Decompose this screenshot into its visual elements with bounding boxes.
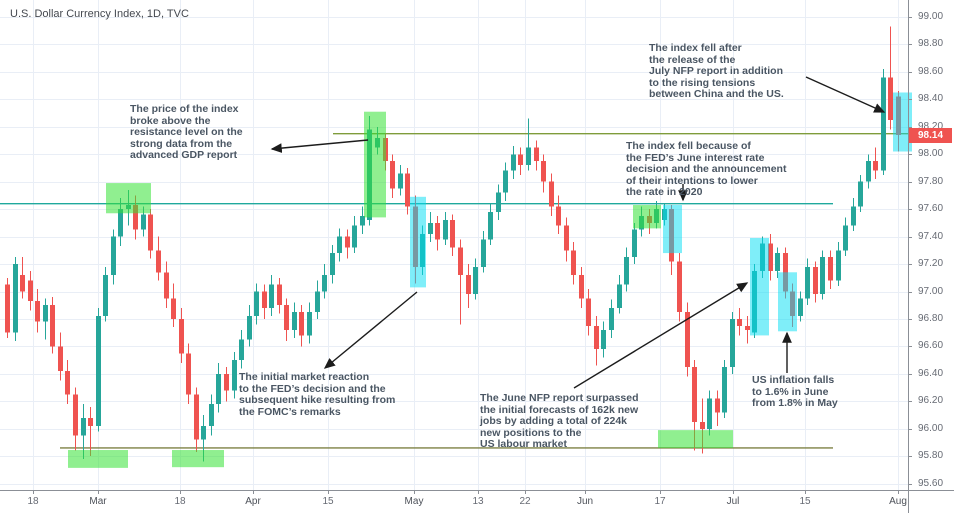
price-tick-label: 97.00 [918, 285, 944, 297]
price-tick-label: 95.80 [918, 450, 944, 462]
price-tick-label: 97.60 [918, 203, 944, 215]
highlight-box-cyan [410, 196, 426, 288]
highlight-box-cyan [750, 237, 769, 336]
price-tick-label: 97.20 [918, 258, 944, 270]
time-tick-label: 18 [27, 496, 39, 507]
time-tick-label: Apr [245, 496, 261, 507]
price-tick-label: 96.80 [918, 312, 944, 324]
time-tick-label: 15 [799, 496, 811, 507]
annotation-arrow [805, 76, 886, 113]
annotation-arrow [270, 139, 369, 153]
highlight-box-green [658, 430, 733, 448]
price-tick-label: 97.40 [918, 230, 944, 242]
price-tick-label: 96.20 [918, 395, 944, 407]
highlight-box-cyan [778, 272, 797, 332]
highlight-box-green [172, 450, 224, 468]
annotation-arrow [573, 282, 749, 389]
time-tick-label: 17 [654, 496, 666, 507]
highlight-box-green [68, 450, 128, 468]
highlight-box-cyan [663, 205, 682, 254]
price-tick-label: 98.20 [918, 120, 944, 132]
annotation-july-nfp-china[interactable]: The index fell after the release of the … [649, 42, 784, 100]
symbol-title: U.S. Dollar Currency Index, 1D, TVC [10, 8, 189, 20]
highlight-box-green [364, 111, 386, 218]
price-tick-label: 98.60 [918, 65, 944, 77]
price-tick-label: 98.40 [918, 93, 944, 105]
price-tick-label: 97.80 [918, 175, 944, 187]
annotation-us-inflation[interactable]: US inflation falls to 1.6% in June from … [752, 374, 838, 409]
annotation-fed-june-decision[interactable]: The index fell because of the FED’s June… [626, 140, 787, 198]
price-tick-label: 96.60 [918, 340, 944, 352]
time-tick-label: Jun [576, 496, 594, 507]
price-tick-label: 96.40 [918, 367, 944, 379]
time-tick-label: Aug [889, 496, 907, 507]
highlight-box-cyan [893, 92, 912, 152]
annotation-june-nfp-report[interactable]: The June NFP report surpassed the initia… [480, 392, 639, 450]
last-price-label: 98.14 [909, 127, 952, 143]
price-tick-label: 98.80 [918, 38, 944, 50]
time-tick-label: 18 [174, 496, 186, 507]
time-tick-label: May [404, 496, 424, 507]
time-tick-label: 13 [472, 496, 484, 507]
time-tick-label: Mar [89, 496, 107, 507]
time-tick-label: Jul [726, 496, 740, 507]
grid [0, 0, 908, 490]
annotation-fed-initial-reaction[interactable]: The initial market reaction to the FED’s… [239, 371, 396, 418]
time-tick-label: 22 [519, 496, 531, 507]
price-tick-label: 99.00 [918, 11, 944, 22]
price-tick-label: 96.00 [918, 422, 944, 434]
price-tick-label: 95.60 [918, 477, 944, 489]
time-tick-label: 15 [322, 496, 334, 507]
annotation-arrow [323, 291, 418, 369]
highlight-box-green [633, 205, 661, 229]
price-tick-label: 98.00 [918, 148, 944, 160]
highlight-box-green [106, 183, 151, 214]
annotation-gdp-breakout[interactable]: The price of the index broke above the r… [130, 103, 243, 161]
